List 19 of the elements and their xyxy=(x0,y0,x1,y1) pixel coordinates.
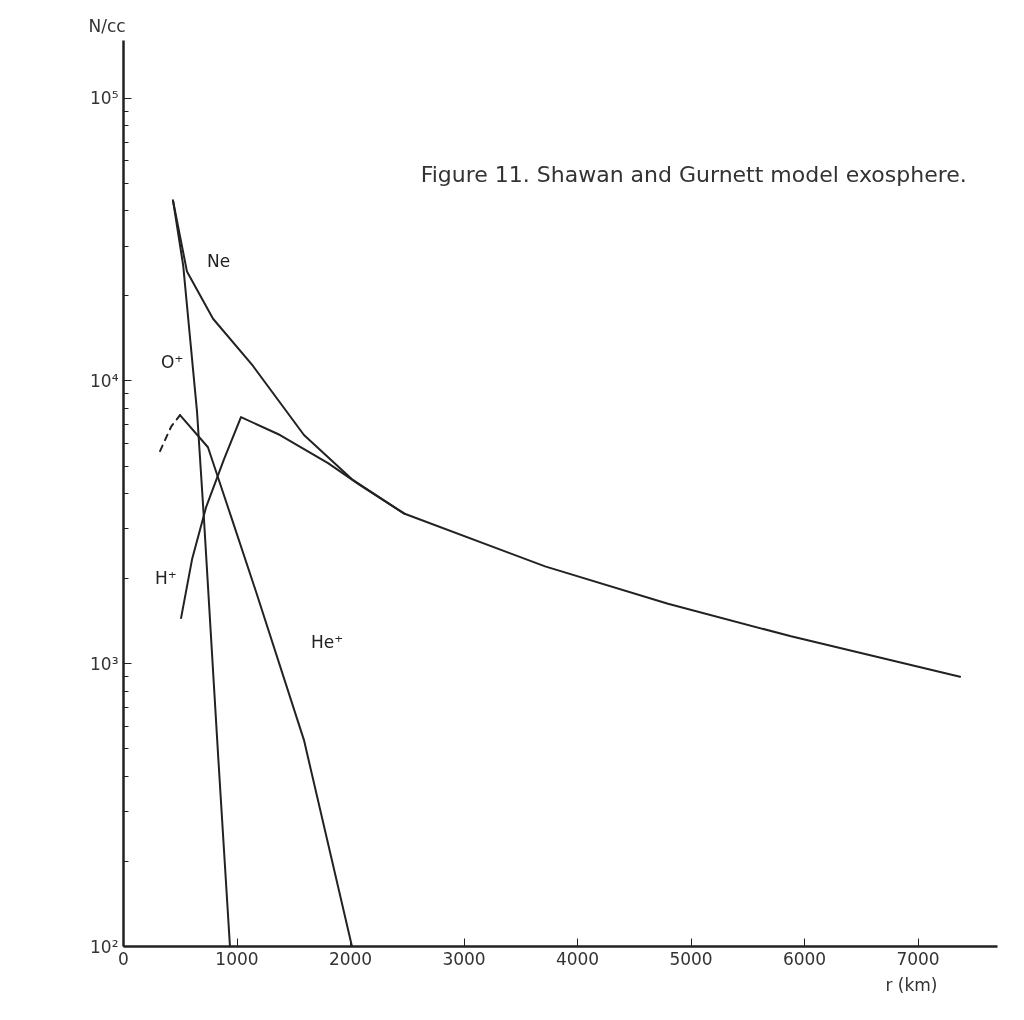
x-tick-label: 3000 xyxy=(442,948,486,969)
series-label: He⁺ xyxy=(310,631,344,652)
x-tick-label: 5000 xyxy=(669,948,713,969)
x-axis-title: r (km) xyxy=(885,974,938,995)
y-tick-label: 10³ xyxy=(90,653,119,674)
x-tick-label: 4000 xyxy=(555,948,600,969)
series-label: Ne xyxy=(206,251,231,272)
y-tick-label: 10⁴ xyxy=(90,370,119,391)
x-tick-label: 6000 xyxy=(782,948,827,969)
text: Figure 11. Shawan and Gurnett model exosphere. xyxy=(420,161,967,187)
x-tick-label: 2000 xyxy=(328,948,373,969)
series-label: O⁺ xyxy=(161,351,184,372)
x-tick-label: 0 xyxy=(118,948,129,969)
y-axis-title: N/cc xyxy=(88,15,126,36)
series-label: H⁺ xyxy=(155,568,177,589)
y-tick-label: 10⁵ xyxy=(90,88,119,109)
x-tick-label: 7000 xyxy=(896,948,940,969)
x-tick-label: 1000 xyxy=(215,948,259,969)
y-tick-label: 10² xyxy=(90,936,119,957)
